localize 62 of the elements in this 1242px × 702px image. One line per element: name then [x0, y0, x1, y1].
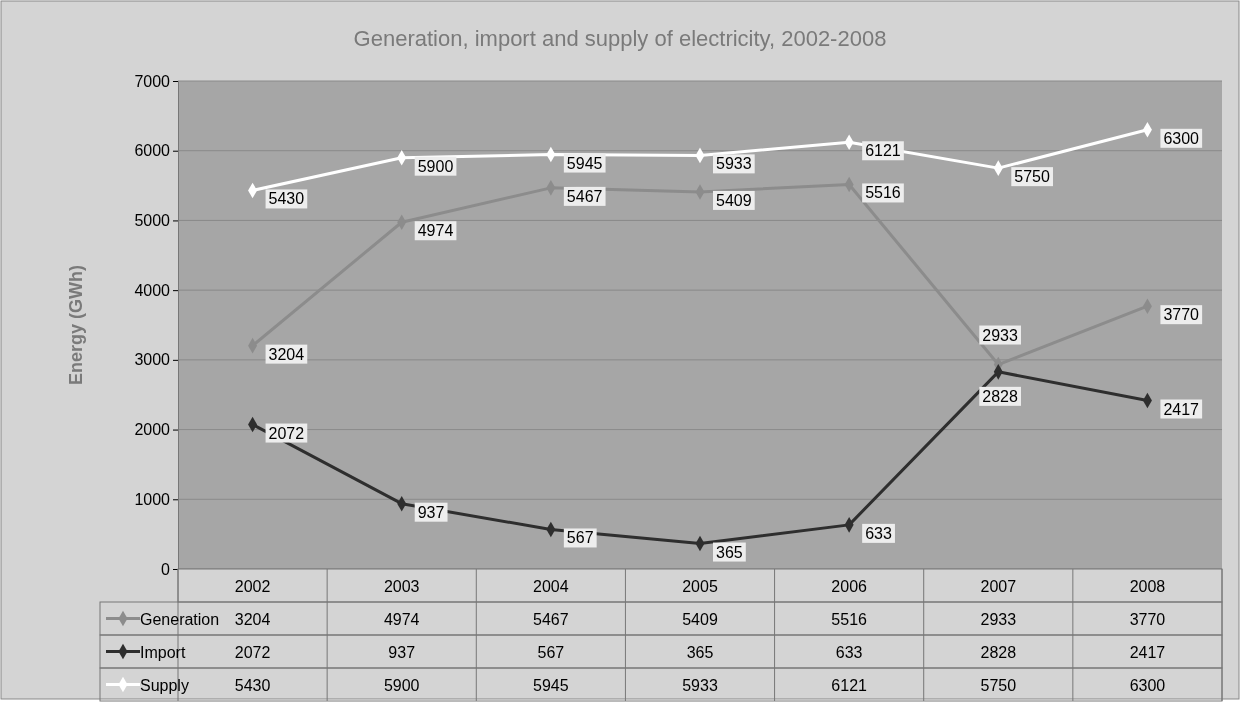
annotation: 633	[865, 524, 892, 542]
y-tick-label: 6000	[134, 142, 171, 160]
annotation: 5900	[417, 157, 454, 175]
x-tick-label: 2002	[234, 577, 271, 595]
y-axis-title: Energy (GWh)	[66, 265, 86, 385]
annotation: 5467	[566, 187, 603, 205]
chart-title: Generation, import and supply of electricity, 2002-2008	[353, 26, 887, 51]
x-tick-label: 2008	[1129, 577, 1166, 595]
x-tick-label: 2003	[383, 577, 420, 595]
y-tick-label: 2000	[134, 421, 171, 439]
data-label: 5409	[682, 610, 718, 628]
annotation: 365	[716, 543, 743, 561]
data-label: 5430	[234, 676, 271, 694]
x-tick-label: 2006	[831, 577, 868, 595]
data-label: 633	[835, 643, 863, 661]
data-label: 3770	[1129, 610, 1166, 628]
data-label: 5900	[383, 676, 420, 694]
annotation: 4974	[417, 222, 454, 240]
y-tick-label: 1000	[134, 490, 171, 508]
annotation: 567	[566, 529, 594, 547]
data-label: 6300	[1129, 676, 1166, 694]
annotation: 6300	[1163, 129, 1200, 147]
annotation: 2072	[268, 424, 305, 442]
y-tick-label: 3000	[134, 351, 171, 369]
data-label: 4974	[383, 610, 420, 628]
annotation: 5750	[1014, 168, 1050, 186]
data-label: 5467	[533, 610, 569, 628]
data-label: 2417	[1129, 643, 1166, 661]
data-label: 2933	[980, 610, 1017, 628]
data-label: 937	[388, 643, 416, 661]
legend-label: Supply	[140, 676, 189, 694]
data-label: 365	[686, 643, 714, 661]
data-label: 5750	[980, 676, 1017, 694]
annotation: 5430	[268, 190, 305, 208]
data-label: 6121	[831, 676, 868, 694]
legend-label: Import	[140, 643, 186, 661]
y-tick-label: 4000	[134, 281, 171, 299]
annotation: 2417	[1163, 400, 1200, 418]
y-tick-label: 0	[161, 560, 171, 578]
data-label: 567	[537, 643, 565, 661]
data-label: 2828	[980, 643, 1017, 661]
x-tick-label: 2004	[533, 577, 569, 595]
data-label: 5516	[831, 610, 868, 628]
y-tick-label: 5000	[134, 212, 171, 230]
x-tick-label: 2007	[980, 577, 1017, 595]
annotation: 3770	[1163, 306, 1200, 324]
annotation: 5933	[716, 155, 752, 173]
annotation: 937	[417, 503, 445, 521]
data-label: 5933	[682, 676, 718, 694]
data-label: 5945	[533, 676, 569, 694]
data-label: 2072	[234, 643, 271, 661]
annotation: 5945	[566, 154, 603, 172]
annotation: 2828	[982, 387, 1018, 405]
legend-label: Generation	[140, 610, 220, 628]
annotation: 5516	[865, 184, 901, 202]
annotation: 2933	[982, 326, 1018, 344]
annotation: 6121	[865, 142, 901, 160]
annotation: 3204	[268, 345, 305, 363]
annotation: 5409	[716, 191, 752, 209]
x-tick-label: 2005	[682, 577, 718, 595]
y-tick-label: 7000	[134, 72, 171, 90]
data-label: 3204	[234, 610, 271, 628]
